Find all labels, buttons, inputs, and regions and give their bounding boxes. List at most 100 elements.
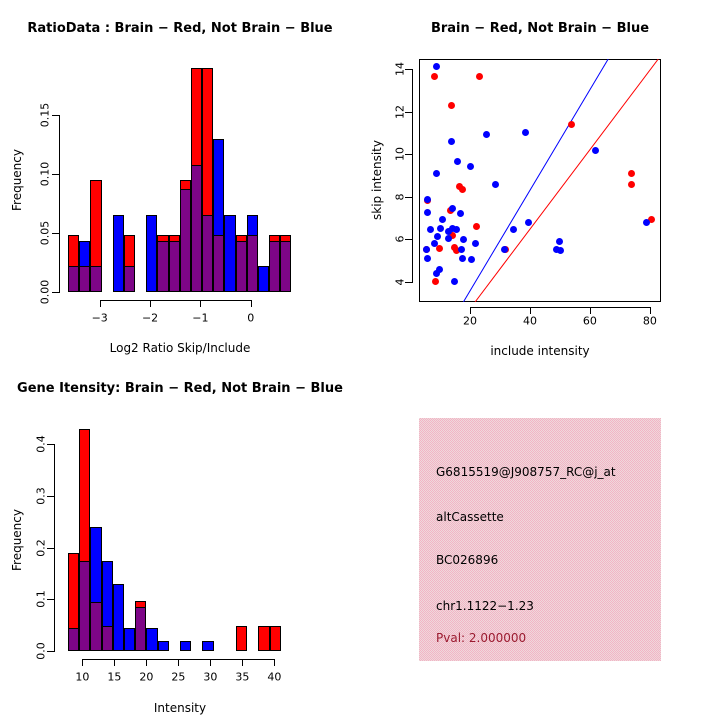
x-tick-label: 0 <box>247 311 255 325</box>
x-axis-tick <box>649 307 651 314</box>
histogram-bar <box>180 640 192 651</box>
x-tick-label: 20 <box>462 314 477 328</box>
y-axis-tick <box>405 111 412 113</box>
ratio-hist-title: RatioData : Brain − Red, Not Brain − Blu… <box>27 21 333 36</box>
histogram-bar <box>146 627 158 651</box>
scatter-point-red <box>435 245 443 253</box>
x-tick-label: 30 <box>203 670 218 684</box>
x-tick-label: −1 <box>192 311 209 325</box>
x-axis-tick <box>114 659 116 666</box>
scatter-point-red <box>628 169 636 177</box>
scatter-point-blue <box>431 239 439 247</box>
y-tick-label: 4 <box>393 278 407 286</box>
ratio-hist-ylabel: Frequency <box>10 149 24 211</box>
y-axis-tick <box>47 651 54 652</box>
y-tick-label: 14 <box>393 61 407 76</box>
scatter-point-blue <box>457 210 465 218</box>
x-axis-tick <box>150 300 152 307</box>
scatter-point-blue <box>453 226 461 233</box>
histogram-bar-overlap <box>157 241 169 292</box>
y-axis-tick <box>52 233 59 235</box>
y-tick-label: 8 <box>393 193 407 201</box>
gene-info-box: G6815519@J908757_RC@j_at altCassette BC0… <box>419 418 661 661</box>
gene-splice-type: altCassette <box>436 510 504 524</box>
y-axis-tick <box>405 154 412 156</box>
histogram-bar <box>68 235 80 292</box>
gene-location: chr1.1122−1.23 <box>436 599 534 613</box>
y-axis-tick <box>52 115 59 117</box>
scatter-point-blue <box>434 233 442 241</box>
panel-intensity-scatter: Brain − Red, Not Brain − Blue skip inten… <box>360 0 720 360</box>
gene-hist-title: Gene Itensity: Brain − Red, Not Brain − … <box>17 381 343 396</box>
scatter-point-red <box>476 72 484 80</box>
histogram-bar <box>123 235 136 292</box>
scatter-point-blue <box>448 137 456 145</box>
scatter-point-blue <box>472 239 480 247</box>
histogram-bar-overlap <box>246 235 258 292</box>
histogram-bar <box>79 241 91 292</box>
x-tick-label: 10 <box>75 670 90 684</box>
y-tick-label: 0.0 <box>34 642 48 660</box>
histogram-bar-overlap <box>179 189 191 292</box>
y-axis-tick <box>52 292 59 293</box>
x-tick-label: 25 <box>171 670 186 684</box>
x-tick-label: 60 <box>582 314 597 328</box>
gene-pval: Pval: 2.000000 <box>436 631 527 645</box>
y-tick-label: 0.05 <box>38 220 52 246</box>
y-axis-tick <box>52 174 59 176</box>
histogram-bar <box>124 627 136 651</box>
scatter-point-red <box>449 232 457 240</box>
panel-gene-info: G6815519@J908757_RC@j_at altCassette BC0… <box>360 360 720 720</box>
histogram-bar <box>157 640 169 651</box>
scatter-point-blue <box>557 247 565 255</box>
scatter-point-blue <box>459 235 467 243</box>
y-axis-line <box>54 444 55 652</box>
scatter-point-blue <box>449 224 457 232</box>
y-axis-tick <box>47 444 54 446</box>
histogram-bar <box>213 138 225 292</box>
histogram-bar <box>202 68 214 292</box>
scatter-point-blue <box>449 204 457 212</box>
scatter-point-blue <box>432 269 440 277</box>
scatter-point-red <box>431 278 439 286</box>
histogram-bar <box>112 215 124 292</box>
x-axis-line <box>99 300 252 301</box>
histogram-bar-overlap <box>101 626 113 651</box>
histogram-bar-overlap <box>190 164 203 292</box>
scatter-point-red <box>458 185 466 193</box>
y-tick-label: 0.1 <box>34 590 48 609</box>
scatter-ylabel: skip intensity <box>370 140 384 220</box>
histogram-bar <box>246 215 258 292</box>
scatter-point-red <box>473 222 481 230</box>
scatter-point-blue <box>433 63 441 71</box>
histogram-bar <box>257 266 270 292</box>
histogram-bar <box>157 235 169 292</box>
panel-gene-intensity-histogram: Gene Itensity: Brain − Red, Not Brain − … <box>0 360 360 720</box>
scatter-point-blue <box>439 216 447 224</box>
histogram-bar <box>68 552 80 651</box>
scatter-plot-frame <box>419 59 661 302</box>
y-tick-label: 0.2 <box>34 538 48 557</box>
x-axis-tick <box>469 307 471 314</box>
scatter-point-blue <box>500 246 508 254</box>
scatter-point-red <box>431 72 439 80</box>
scatter-xlabel: include intensity <box>490 344 590 358</box>
histogram-bar <box>235 235 247 292</box>
x-tick-label: 80 <box>642 314 657 328</box>
histogram-bar-overlap <box>90 601 102 651</box>
scatter-point-blue <box>458 246 466 254</box>
gene-accession: BC026896 <box>436 553 499 567</box>
histogram-bar-overlap <box>68 266 80 292</box>
histogram-bar <box>101 560 113 651</box>
y-tick-label: 6 <box>393 235 407 243</box>
gene-hist-ylabel: Frequency <box>10 509 24 571</box>
scatter-point-blue <box>552 246 560 254</box>
x-axis-tick <box>178 659 180 666</box>
histogram-bar <box>280 235 292 292</box>
histogram-bar <box>236 626 248 651</box>
histogram-bar <box>112 583 124 651</box>
histogram-bar-overlap <box>280 241 292 292</box>
y-tick-label: 0.3 <box>34 487 48 505</box>
ratio-hist-xlabel: Log2 Ratio Skip/Include <box>109 341 251 355</box>
x-axis-tick <box>242 659 244 666</box>
